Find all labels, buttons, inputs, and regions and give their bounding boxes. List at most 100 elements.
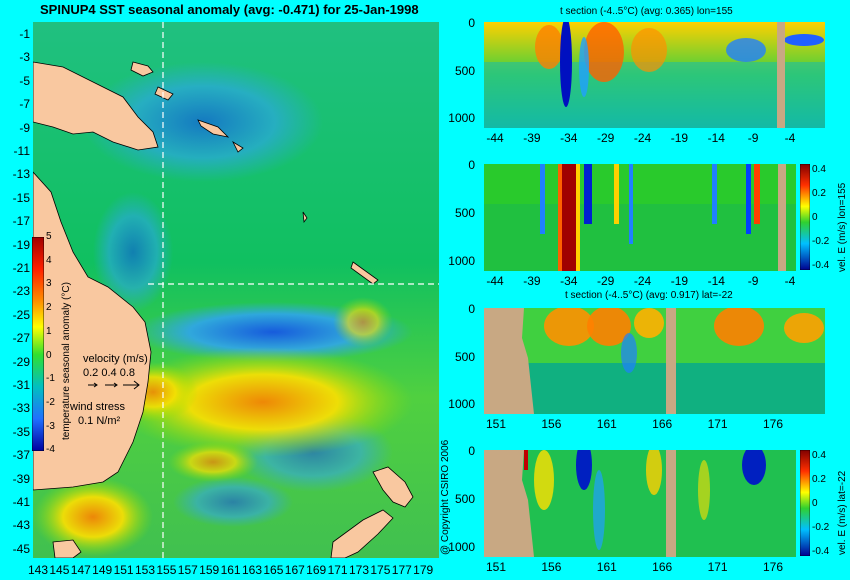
main-title: SPINUP4 SST seasonal anomaly (avg: -0.47… [40, 2, 419, 17]
p2-x-tick: -24 [633, 274, 652, 288]
map-y-tick: -1 [19, 27, 30, 41]
p4-cb-tick: 0.2 [812, 474, 826, 485]
p2-x-tick: -4 [784, 274, 796, 288]
panel2-cb-label: vel. E (m/s) lon=155 [837, 182, 848, 272]
p1-x-tick: -4 [784, 131, 796, 145]
p4-x-tick: 156 [541, 560, 562, 574]
map-y-tick: -3 [19, 50, 30, 65]
map-x-tick: 175 [370, 563, 391, 577]
p2-cb-tick: 0.4 [812, 164, 826, 175]
map-y-tick: -9 [19, 120, 30, 135]
p2-x-tick: -39 [523, 274, 541, 288]
map-y-tick: -7 [19, 97, 30, 112]
p4-x-tick: 151 [485, 560, 507, 574]
map-x-tick: 145 [49, 563, 70, 577]
map-y-tick: -33 [12, 401, 30, 416]
velocity-arrows-legend [88, 380, 140, 390]
copyright: @ Copyright CSIRO 2006 [440, 439, 451, 555]
wind-stress-label: wind stress [70, 401, 126, 413]
p4-y-tick: 1000 [448, 540, 475, 555]
map-x-tick: 177 [391, 563, 412, 577]
p1-x-tick: -19 [670, 131, 689, 145]
p2-x-tick: -14 [707, 274, 725, 288]
colorbar-tick: 3 [46, 278, 52, 290]
panel4-cb-label: vel. E (m/s) lat=-22 [837, 470, 848, 555]
p2-x-tick: -9 [747, 274, 759, 288]
colorbar-tick: -4 [46, 444, 55, 456]
p1-y-tick: 500 [454, 63, 475, 78]
wind-stress-value: 0.1 N/m² [78, 415, 121, 427]
velocity-label: velocity (m/s) [83, 353, 148, 365]
map-x-tick: 143 [27, 563, 49, 577]
panel3-title: t section (-4..5°C) (avg: 0.917) lat=-22 [565, 290, 733, 301]
p2-cb-tick: 0.2 [812, 188, 826, 199]
map-x-tick: 147 [70, 563, 91, 577]
map-y-tick: -23 [12, 284, 30, 299]
p4-cb-tick: 0 [812, 498, 818, 509]
map-x-tick: 169 [306, 563, 327, 577]
sst-map [33, 22, 439, 558]
map-x-tick: 153 [134, 563, 156, 577]
colorbar-label: temperature seasonal anomaly (°C) [61, 282, 72, 440]
p2-x-tick: -29 [596, 274, 615, 288]
map-y-tick: -19 [12, 237, 30, 252]
p1-x-tick: -34 [560, 131, 578, 145]
panel4-velocity-section [484, 450, 796, 557]
p1-y-tick: 1000 [448, 111, 475, 126]
map-y-tick: -41 [12, 495, 30, 509]
p3-y-tick: 1000 [448, 397, 475, 412]
p3-y-tick: 0 [468, 302, 475, 316]
p4-cb-tick: 0.4 [812, 450, 826, 461]
colorbar-tick: 2 [46, 302, 52, 314]
colorbar-tick: 0 [46, 349, 52, 361]
p1-x-tick: -44 [486, 131, 504, 145]
p2-cb-tick: -0.4 [812, 260, 830, 271]
p1-x-tick: -24 [633, 131, 652, 145]
map-x-tick: 159 [199, 563, 220, 577]
map-y-tick: -17 [12, 214, 30, 229]
map-x-tick: 165 [263, 563, 284, 577]
map-y-tick: -35 [12, 424, 30, 439]
p4-cb-tick: -0.4 [812, 546, 830, 557]
colorbar-tick: 4 [46, 254, 52, 266]
p3-y-tick: 500 [454, 349, 475, 364]
map-y-tick: -25 [12, 307, 30, 322]
map-x-tick: 171 [327, 563, 348, 577]
map-x-tick: 151 [113, 563, 134, 577]
p2-x-tick: -34 [560, 274, 578, 288]
p4-cb-tick: -0.2 [812, 522, 830, 533]
p2-x-tick: -19 [670, 274, 689, 288]
map-y-tick: -39 [12, 471, 30, 486]
map-y-tick: -11 [13, 144, 30, 158]
sst-colorbar [32, 237, 44, 451]
map-x-tick: 155 [156, 563, 177, 577]
p4-x-tick: 171 [707, 560, 728, 574]
panel2-colorbar [800, 164, 810, 270]
map-y-tick: -45 [12, 541, 30, 556]
panel1-temp-section [484, 22, 825, 128]
p2-y-tick: 1000 [448, 254, 475, 269]
p3-x-tick: 161 [596, 417, 617, 431]
p4-x-tick: 176 [762, 560, 784, 574]
p3-x-tick: 171 [707, 417, 728, 431]
panel4-colorbar [800, 450, 810, 556]
p2-y-tick: 0 [468, 158, 475, 172]
map-y-tick: -37 [12, 448, 30, 463]
colorbar-tick: -3 [46, 420, 55, 432]
p3-x-tick: 151 [485, 417, 507, 431]
p1-x-tick: -9 [747, 131, 759, 145]
map-x-tick: 161 [220, 563, 241, 577]
velocity-values: 0.2 0.4 0.8 [83, 367, 135, 379]
p3-x-tick: 166 [652, 417, 673, 431]
map-x-tick: 163 [241, 563, 263, 577]
p2-y-tick: 500 [454, 206, 475, 221]
p1-x-tick: -29 [596, 131, 615, 145]
map-y-tick: -29 [12, 354, 30, 369]
map-x-tick: 173 [348, 563, 370, 577]
p4-x-tick: 161 [596, 560, 617, 574]
colorbar-tick: 5 [46, 231, 52, 242]
map-x-tick: 179 [413, 563, 434, 577]
map-y-tick: -21 [12, 261, 30, 275]
p4-x-tick: 166 [652, 560, 673, 574]
panel3-temp-section [484, 308, 825, 414]
